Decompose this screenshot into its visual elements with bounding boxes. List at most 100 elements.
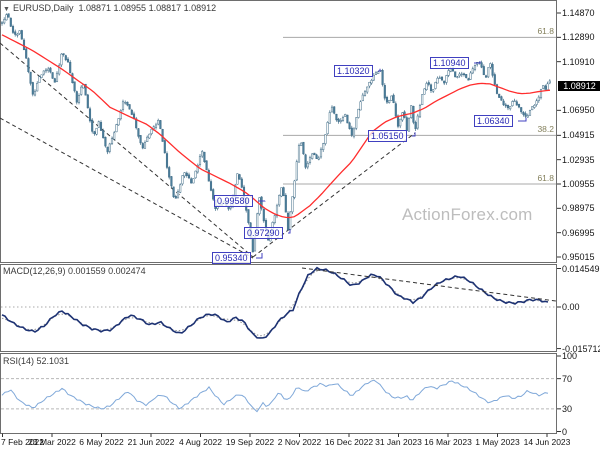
candle [80,86,83,95]
candle [128,104,131,110]
candle [36,83,39,92]
candle [170,176,173,187]
date-axis-label: 2 Nov 2022 [277,437,322,447]
candle [181,175,184,185]
candle [319,148,323,158]
candle [282,187,285,197]
candle [115,124,118,133]
candle [194,170,197,179]
candle [515,101,518,106]
candle [467,78,470,81]
candle [445,75,448,83]
candle [456,76,459,78]
candle [196,164,199,173]
candle [146,136,149,143]
candle [328,112,331,124]
candle [410,105,413,118]
candle [159,120,162,129]
candle [106,146,109,153]
candle [416,115,419,129]
price-axis-label: 0.95015 [562,252,595,262]
macd-header: MACD(12,26,9) 0.001559 0.002474 [3,266,146,276]
candle [176,191,180,199]
candle [423,88,426,95]
candle [493,74,496,85]
candle [495,84,499,94]
candle [535,100,538,105]
candle [187,174,191,179]
candle [377,71,380,74]
candle [198,155,202,165]
candle [504,104,507,107]
candle [251,238,254,253]
rsi-axis-label: 0 [562,426,568,437]
candle [533,105,536,108]
candle [500,96,503,101]
candle [77,95,81,103]
candle [73,81,76,92]
candle [465,74,468,78]
candle [25,48,28,59]
candle [31,82,34,95]
candle [275,205,279,217]
rsi-header: RSI(14) 52.1031 [3,356,69,366]
candle [143,142,147,149]
candle [0,22,4,24]
candle [537,96,540,101]
price-axis-label: 1.10910 [562,56,595,67]
candle [172,186,175,198]
candle [240,178,243,188]
candle [498,93,501,98]
candle [491,64,494,76]
rsi-line [1,379,549,413]
price-axis-label: 0.96995 [562,227,595,238]
candle [374,72,378,75]
candle [304,154,307,168]
candle [71,73,74,83]
candle [509,106,512,110]
price-annotation: 0.97290 [244,227,283,239]
candle [513,100,516,102]
candle [502,100,505,106]
candle [207,170,210,182]
candle [205,160,208,171]
candle [119,110,122,120]
candle [179,184,182,193]
candle [95,127,98,135]
price-axis-label: 1.02935 [562,154,595,165]
candle [385,96,389,103]
candle [322,143,325,151]
symbol-dropdown-icon[interactable]: ▼ [3,6,10,13]
candle [260,196,263,209]
candle [5,14,8,21]
candle [522,112,525,115]
trendline [0,117,254,259]
candle [487,67,490,78]
candle [278,195,281,206]
price-annotation: 1.06340 [474,115,513,127]
candle [86,94,89,109]
candle [91,119,94,132]
candle [258,197,261,215]
candle [300,142,303,146]
candle [33,90,37,96]
candle [315,154,318,159]
candle [148,133,151,139]
candle [47,68,50,71]
rsi-axis-label: 100 [562,351,578,361]
candle [324,134,327,144]
date-axis-label: 4 Aug 2022 [178,437,222,447]
candle [44,69,48,72]
candle [524,113,527,117]
candle [396,115,400,127]
price-annotation: 1.10320 [334,65,373,77]
candle [531,106,534,111]
candle [295,161,298,181]
candle [183,172,186,177]
candle [152,126,155,130]
candle [520,107,523,113]
candle [484,75,488,78]
candle [93,131,96,135]
rsi-value: 52.1031 [36,356,70,366]
candle [326,122,329,135]
